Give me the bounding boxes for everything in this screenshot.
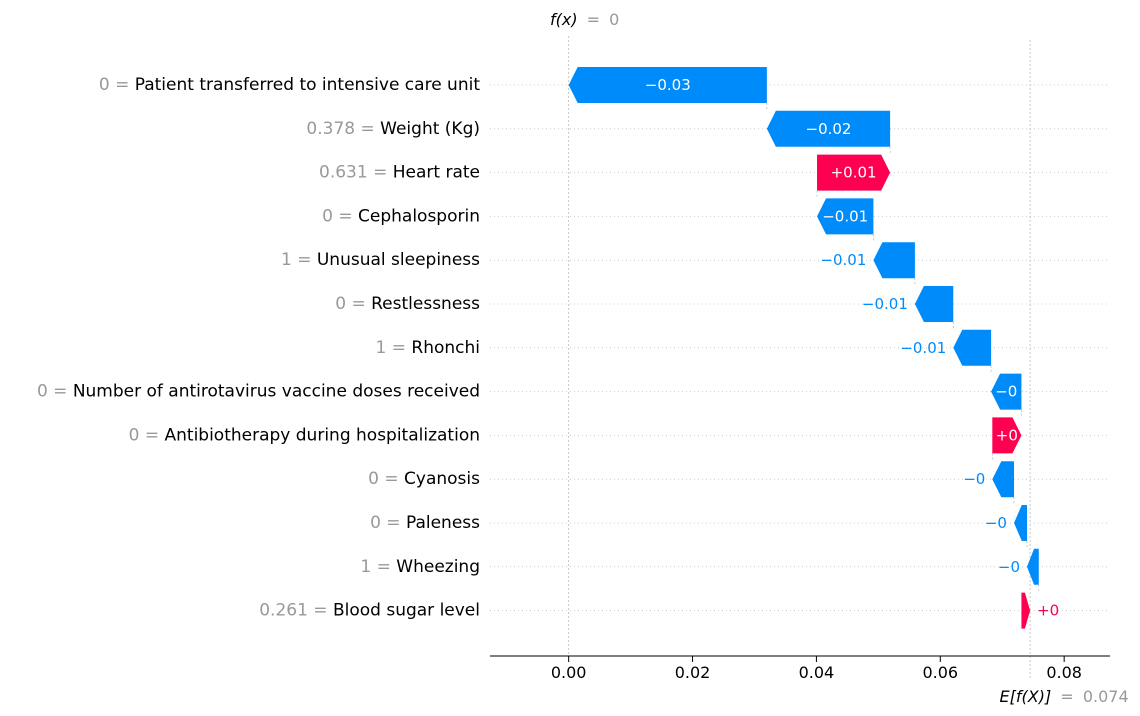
feature-label: 0 = Cephalosporin [322, 206, 480, 226]
negative-contribution-bar [817, 198, 874, 235]
feature-name: Weight (Kg) [380, 119, 480, 139]
x-tick-label: 0.00 [551, 663, 587, 682]
bar-value-label: +0.01 [831, 164, 877, 182]
feature-value: 1 = [360, 557, 396, 577]
x-tick-label: 0.06 [922, 663, 958, 682]
feature-value: 0 = [335, 294, 371, 314]
feature-label: 0 = Antibiotherapy during hospitalizatio… [129, 425, 480, 445]
negative-contribution-bar [914, 286, 954, 322]
feature-name: Patient transferred to intensive care un… [135, 75, 481, 95]
positive-contribution-bar [1021, 592, 1031, 629]
expected-value-annotation: E[f(X)] = 0.074 [1000, 687, 1129, 706]
x-tick-label: 0.04 [799, 663, 835, 682]
negative-contribution-bar [1013, 505, 1028, 541]
negative-contribution-bar [953, 329, 992, 366]
feature-label: 0 = Restlessness [335, 294, 480, 314]
negative-contribution-bar [992, 461, 1014, 498]
bars: −0.03 −0.02 +0.01 −0.01 −0.01 −0.01 −0.01 −0 +0 −… [568, 67, 1059, 629]
feature-label: 1 = Unusual sleepiness [281, 250, 480, 270]
feature-label: 0.261 = Blood sugar level [259, 601, 480, 621]
negative-contribution-bar [873, 242, 915, 279]
bar-value-label: −0 [985, 514, 1007, 532]
bar-value-label: −0 [963, 470, 985, 488]
feature-value: 0 = [368, 469, 404, 489]
bar-value-label: −0.01 [822, 207, 868, 225]
bar-value-label: −0.03 [645, 76, 691, 94]
feature-name: Antibiotherapy during hospitalization [165, 425, 481, 445]
feature-value: 0 = [99, 75, 135, 95]
feature-label: 1 = Wheezing [360, 557, 480, 577]
bar-value-label: +0 [996, 426, 1018, 444]
feature-name: Unusual sleepiness [317, 250, 480, 270]
feature-name: Paleness [406, 513, 480, 533]
bar-value-label: −0.01 [862, 295, 908, 313]
feature-value: 0.261 = [259, 601, 333, 621]
feature-value: 0 = [370, 513, 406, 533]
feature-label: 0 = Number of antirotavirus vaccine dose… [37, 382, 480, 402]
row-gridlines [490, 84, 1110, 612]
feature-value: 0.378 = [306, 119, 380, 139]
feature-labels: 0 = Patient transferred to intensive car… [37, 75, 480, 621]
feature-value: 0 = [322, 206, 358, 226]
feature-name: Heart rate [393, 163, 480, 183]
feature-value: 0 = [129, 425, 165, 445]
feature-value: 1 = [376, 338, 412, 358]
x-tick-label: 0.08 [1046, 663, 1082, 682]
ex-label: E[f(X)] [1000, 687, 1052, 706]
feature-label: 0.378 = Weight (Kg) [306, 119, 480, 139]
feature-value: 1 = [281, 250, 317, 270]
feature-name: Restlessness [371, 294, 480, 314]
ex-value: 0.074 [1083, 687, 1129, 706]
feature-label: 0.631 = Heart rate [319, 163, 480, 183]
positive-contribution-bar [992, 417, 1022, 454]
feature-value: 0 = [37, 382, 73, 402]
feature-label: 0 = Patient transferred to intensive car… [99, 75, 480, 95]
feature-name: Blood sugar level [333, 601, 480, 621]
feature-name: Cephalosporin [358, 206, 480, 226]
feature-label: 0 = Cyanosis [368, 469, 480, 489]
x-tick-label: 0.02 [675, 663, 711, 682]
bar-value-label: −0.02 [806, 120, 852, 138]
fx-label: f(x) [550, 10, 578, 29]
positive-contribution-bar [817, 154, 891, 191]
negative-contribution-bar [766, 110, 891, 147]
negative-contribution-bar [1027, 548, 1039, 585]
bar-value-label: −0.01 [820, 251, 866, 269]
bar-value-label: −0.01 [900, 339, 946, 357]
feature-label: 0 = Paleness [370, 513, 480, 533]
bar-value-label: −0 [998, 558, 1020, 576]
bar-value-label: +0 [1037, 602, 1059, 620]
x-axis: 0.00 0.02 0.04 0.06 0.08 [490, 655, 1110, 682]
negative-contribution-bar [568, 67, 767, 103]
feature-name: Wheezing [396, 557, 480, 577]
feature-name: Number of antirotavirus vaccine doses re… [73, 382, 480, 402]
feature-value: 0.631 = [319, 163, 393, 183]
bar-value-label: −0 [995, 383, 1017, 401]
feature-label: 1 = Rhonchi [376, 338, 480, 358]
negative-contribution-bar [991, 373, 1022, 410]
fx-annotation: f(x) = 0 [550, 10, 619, 29]
feature-name: Rhonchi [411, 338, 480, 358]
fx-value: 0 [609, 10, 619, 29]
feature-name: Cyanosis [404, 469, 480, 489]
